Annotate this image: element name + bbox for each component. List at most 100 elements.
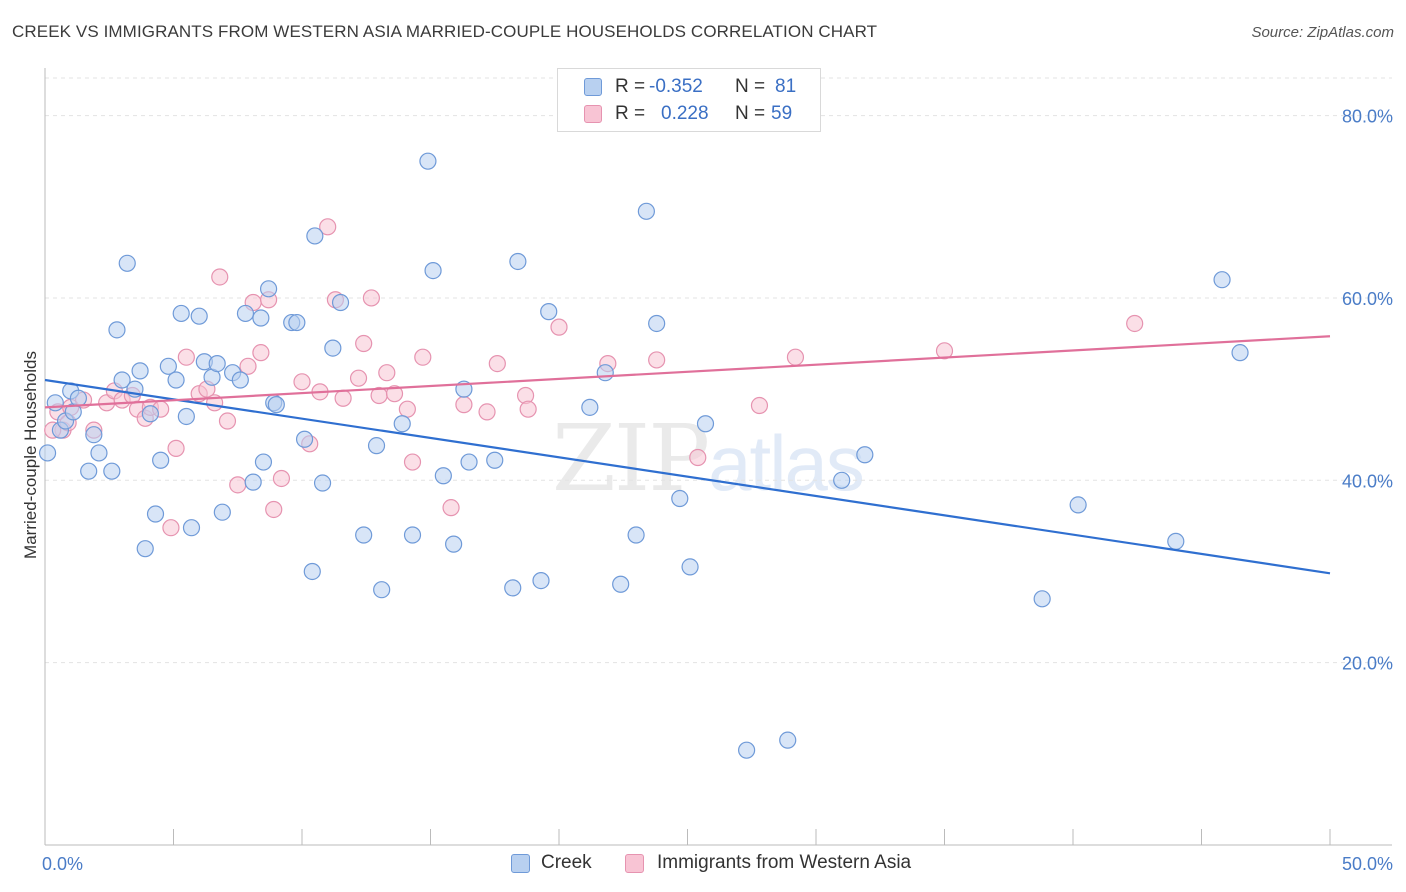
creek-point [159, 357, 177, 375]
immigrants-point [334, 389, 352, 407]
creek-point [303, 562, 321, 581]
immigrants-point [550, 318, 568, 336]
creek-point [80, 462, 98, 480]
trend-lines [44, 335, 1331, 575]
creek-point [1231, 344, 1249, 362]
creek-point [306, 227, 324, 245]
creek-point [254, 453, 273, 471]
legend-n-label: N = [735, 76, 766, 97]
creek-point [46, 394, 64, 412]
legend-immigrants-n: 59 [771, 103, 793, 124]
creek-point [833, 471, 851, 489]
y-tick-label: 60.0% [1342, 289, 1393, 309]
immigrants-point [293, 373, 311, 391]
creek-point [103, 462, 121, 480]
immigrants-point [750, 396, 769, 415]
creek-point [393, 415, 411, 433]
creek-point [671, 489, 689, 508]
immigrants-point [1126, 314, 1144, 333]
creek-point [504, 579, 522, 597]
creek-point [581, 398, 599, 416]
creek-point [509, 252, 527, 271]
creek-point [355, 526, 373, 544]
creek-point [172, 304, 190, 323]
immigrants-point [935, 342, 954, 360]
immigrants-point [362, 289, 380, 307]
creek-point [295, 430, 314, 448]
creek-point [208, 354, 226, 373]
creek-point [259, 280, 278, 298]
immigrants-point [455, 396, 473, 414]
creek-point [108, 321, 126, 339]
correlation-legend: R = -0.352 N = 81 R = 0.228 N = 59 [557, 68, 821, 132]
creek-point [213, 503, 231, 521]
creek-point [131, 362, 149, 380]
creek-point [856, 446, 874, 464]
creek-point [434, 467, 452, 485]
immigrants-point [488, 354, 506, 373]
creek-point [113, 371, 131, 389]
creek-point [1213, 271, 1231, 289]
legend-immigrants-r: 0.228 [661, 103, 709, 124]
immigrants-point [355, 334, 373, 353]
creek-point [403, 526, 422, 544]
creek-point [136, 540, 154, 558]
creek-point [373, 581, 391, 599]
immigrants-point [414, 348, 432, 366]
creek-point [367, 437, 386, 455]
immigrants-point [398, 400, 416, 418]
immigrants-point [319, 218, 337, 236]
immigrants-swatch [584, 105, 602, 123]
creek-point [118, 254, 136, 272]
immigrants-point [519, 400, 537, 418]
creek-point [167, 371, 185, 389]
immigrants-point [218, 412, 237, 430]
creek-point [288, 313, 306, 332]
creek-point [696, 415, 715, 433]
source-label: Source: ZipAtlas.com [1251, 24, 1394, 41]
creek-point [236, 304, 255, 323]
immigrants-point [167, 439, 185, 457]
immigrants-trend-line [44, 335, 1331, 409]
immigrants-point [272, 469, 291, 488]
immigrants-point [403, 453, 422, 471]
creek-point [1167, 532, 1185, 550]
creek-point [1069, 496, 1087, 514]
creek-legend-swatch [511, 854, 530, 873]
immigrants-point [252, 344, 270, 362]
chart-title: CREEK VS IMMIGRANTS FROM WESTERN ASIA MA… [12, 22, 878, 41]
creek-point [244, 473, 262, 491]
creek-point [313, 474, 332, 492]
creek-point [445, 535, 463, 553]
y-axis-label: Married-couple Households [21, 351, 40, 559]
immigrants-point [786, 348, 805, 366]
creek-point [596, 364, 614, 382]
immigrants-point [265, 500, 283, 519]
creek-point [231, 371, 249, 389]
creek-point [637, 202, 655, 220]
legend-r-label: R = [615, 76, 646, 97]
creek-point [69, 389, 88, 407]
creek-point [648, 314, 666, 333]
creek-point [738, 741, 756, 759]
creek-point [627, 526, 645, 544]
creek-point [486, 451, 504, 469]
creek-point [252, 309, 270, 327]
x-tick-label: 50.0% [1342, 854, 1393, 874]
legend-creek-r: -0.352 [649, 76, 703, 97]
creek-point [267, 396, 285, 414]
immigrants-point [648, 351, 666, 369]
immigrants-point [378, 364, 396, 382]
legend-row-immigrants: R = 0.228 N = 59 [558, 101, 820, 127]
creek-point [38, 444, 57, 462]
creek-point [90, 444, 108, 462]
immigrants-point [349, 369, 368, 387]
x-tick-label: 0.0% [42, 854, 83, 874]
immigrants-point [689, 448, 707, 467]
creek-point [612, 575, 630, 593]
immigrants-legend-swatch [625, 854, 644, 873]
tick-labels: 20.0% 40.0% 60.0% 80.0% 0.0% 50.0% [42, 107, 1393, 874]
immigrants-point [177, 348, 195, 366]
creek-points [38, 152, 1249, 759]
immigrants-point [385, 385, 404, 403]
